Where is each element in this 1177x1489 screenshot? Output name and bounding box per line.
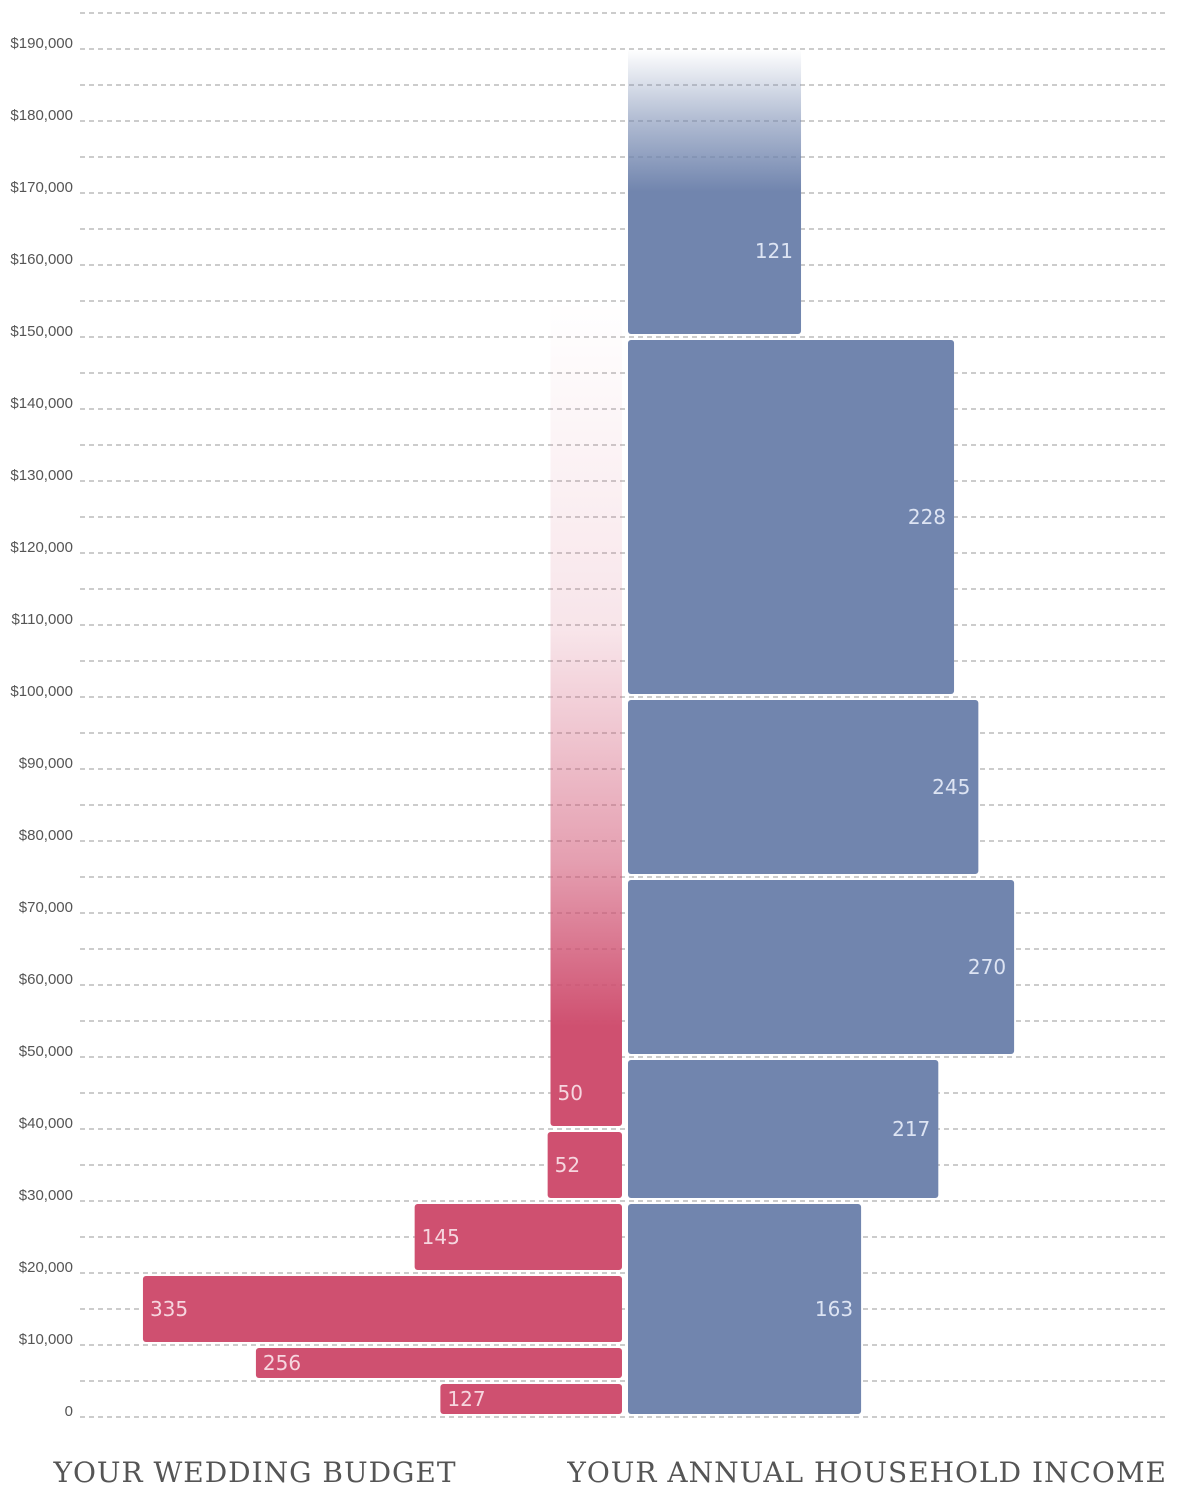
- budget-bar-label: 127: [447, 1387, 485, 1411]
- right-axis-title: YOUR ANNUAL HOUSEHOLD INCOME: [566, 1456, 1167, 1489]
- budget-bar-label: 52: [555, 1153, 580, 1177]
- y-tick-label: $10,000: [19, 1331, 73, 1348]
- gridlines: [80, 12, 1168, 1418]
- budget-bar: [414, 1204, 622, 1270]
- budget-bar: [440, 1384, 622, 1414]
- income-bar-label: 121: [755, 239, 793, 263]
- y-tick-label: $80,000: [19, 827, 73, 844]
- budget-bar: [142, 1276, 622, 1342]
- y-axis-tick-labels: 0 $10,000 $20,000 $30,000 $40,000 $50,000 $60,…: [10, 35, 73, 1420]
- income-bar-label: 245: [932, 775, 970, 799]
- y-tick-label: $110,000: [12, 611, 73, 628]
- y-tick-label: $180,000: [10, 107, 73, 124]
- income-bar: [628, 1204, 862, 1414]
- y-tick-label: $150,000: [10, 323, 73, 340]
- y-tick-label: $100,000: [10, 683, 73, 700]
- y-tick-label: 0: [65, 1403, 73, 1420]
- y-tick-label: $130,000: [10, 467, 73, 484]
- income-bar: [628, 700, 979, 874]
- budget-bar-label: 256: [263, 1351, 301, 1375]
- income-bar: [628, 1060, 939, 1198]
- income-bar: [628, 340, 955, 694]
- y-tick-label: $30,000: [19, 1187, 73, 1204]
- y-tick-label: $60,000: [19, 971, 73, 988]
- y-tick-label: $120,000: [10, 539, 73, 556]
- household-income-bars: [628, 49, 1015, 1414]
- y-tick-label: $170,000: [10, 179, 73, 196]
- income-bar-label: 163: [815, 1297, 853, 1321]
- income-bar-label: 270: [968, 955, 1006, 979]
- y-tick-label: $90,000: [19, 755, 73, 772]
- y-tick-label: $140,000: [10, 395, 73, 412]
- budget-bar-label: 335: [150, 1297, 188, 1321]
- budget-bar-label: 145: [422, 1225, 460, 1249]
- y-tick-label: $20,000: [19, 1259, 73, 1276]
- income-bar-label: 228: [908, 505, 946, 529]
- left-axis-title: YOUR WEDDING BUDGET: [52, 1456, 456, 1489]
- budget-bar: [550, 301, 622, 1126]
- y-tick-label: $70,000: [19, 899, 73, 916]
- y-tick-label: $160,000: [10, 251, 73, 268]
- budget-bar: [255, 1348, 623, 1378]
- y-tick-label: $50,000: [19, 1043, 73, 1060]
- income-bar: [628, 49, 802, 334]
- y-tick-label: $190,000: [10, 35, 73, 52]
- bar-value-labels: 127 256 335 145 52 50 163 217 270 245 228 121: [150, 239, 1006, 1411]
- wedding-budget-bars: [142, 301, 623, 1414]
- budget-bar-label: 50: [558, 1081, 583, 1105]
- income-bar-label: 217: [892, 1117, 930, 1141]
- income-bar: [628, 880, 1015, 1054]
- budget-bar: [547, 1132, 622, 1198]
- y-tick-label: $40,000: [19, 1115, 73, 1132]
